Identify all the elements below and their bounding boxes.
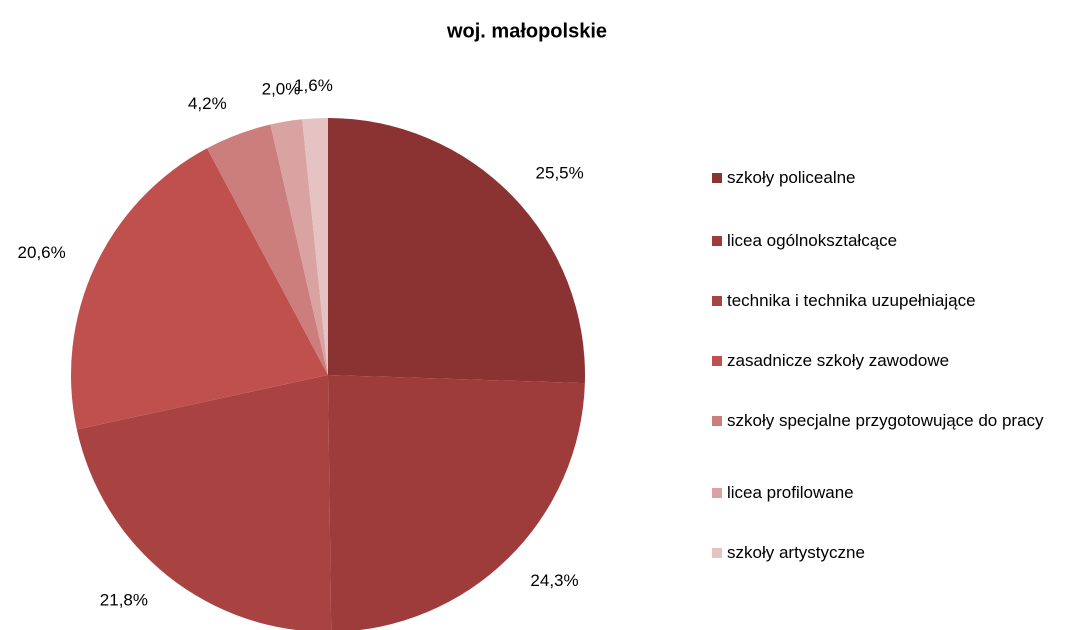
- legend-item: licea ogólnokształcące: [712, 230, 1057, 251]
- legend-label: technika i technika uzupełniające: [727, 291, 976, 310]
- legend-item: licea profilowane: [712, 482, 1057, 503]
- data-label: 25,5%: [536, 163, 584, 182]
- legend-swatch: [712, 296, 722, 306]
- data-label: 24,3%: [530, 571, 578, 590]
- pie-slice: [270, 119, 328, 375]
- legend-item: szkoły specjalne przygotowujące do pracy: [712, 410, 1057, 431]
- legend-label: licea ogólnokształcące: [727, 231, 898, 250]
- pie-slice: [328, 118, 585, 384]
- legend-swatch: [712, 548, 722, 558]
- data-label: 4,2%: [188, 94, 227, 113]
- legend-swatch: [712, 236, 722, 246]
- data-label: 20,6%: [18, 243, 66, 262]
- data-label: 21,8%: [100, 591, 148, 610]
- legend-item: zasadnicze szkoły zawodowe: [712, 350, 1057, 371]
- legend-label: szkoły policealne: [727, 168, 856, 187]
- legend-swatch: [712, 416, 722, 426]
- legend-item: technika i technika uzupełniające: [712, 290, 1057, 311]
- legend-swatch: [712, 488, 722, 498]
- legend-swatch: [712, 173, 722, 183]
- legend-label: szkoły artystyczne: [727, 543, 865, 562]
- chart-title: woj. małopolskie: [446, 20, 607, 42]
- legend-swatch: [712, 356, 722, 366]
- legend-item: szkoły artystyczne: [712, 542, 1057, 563]
- pie-slice: [76, 375, 332, 630]
- data-label: 2,0%: [262, 79, 301, 98]
- pie-slice: [302, 118, 328, 375]
- pie-slice: [207, 124, 328, 375]
- legend-label: szkoły specjalne przygotowujące do pracy: [727, 411, 1044, 430]
- legend-label: zasadnicze szkoły zawodowe: [727, 351, 950, 370]
- data-label: 1,6%: [294, 76, 333, 95]
- legend-item: szkoły policealne: [712, 167, 1057, 188]
- legend-label: licea profilowane: [727, 483, 854, 502]
- pie-slice: [71, 148, 328, 430]
- pie-slice: [328, 375, 585, 630]
